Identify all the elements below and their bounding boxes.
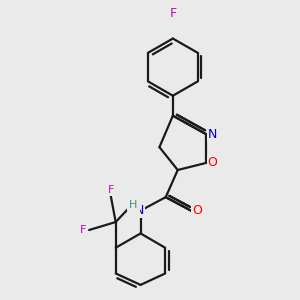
- Text: N: N: [134, 204, 144, 217]
- Text: H: H: [128, 200, 137, 210]
- Text: F: F: [132, 203, 139, 213]
- Text: F: F: [169, 7, 176, 20]
- Text: N: N: [208, 128, 217, 141]
- Text: O: O: [192, 204, 202, 217]
- Text: F: F: [108, 185, 114, 195]
- Text: F: F: [80, 225, 86, 235]
- Text: O: O: [208, 156, 218, 170]
